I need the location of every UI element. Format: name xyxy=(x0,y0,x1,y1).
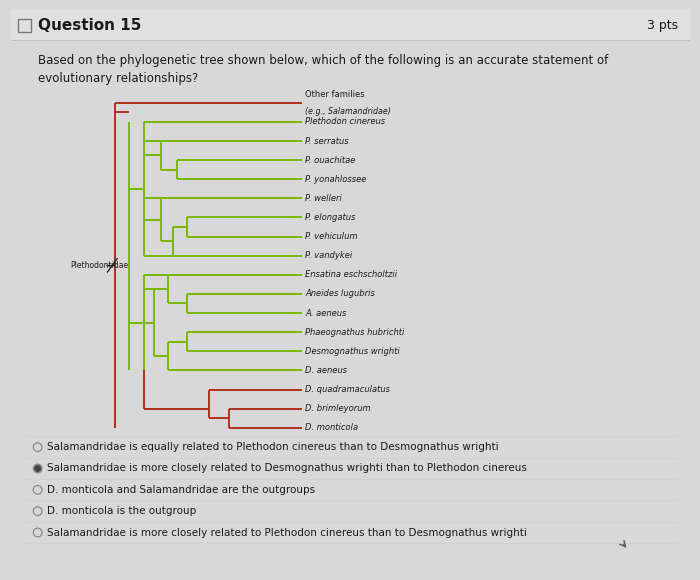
Text: Salamandridae is more closely related to Desmognathus wrighti than to Plethodon : Salamandridae is more closely related to… xyxy=(48,463,527,473)
Text: P. vehiculum: P. vehiculum xyxy=(305,232,358,241)
Text: Ensatina eschscholtzii: Ensatina eschscholtzii xyxy=(305,270,398,280)
Text: Based on the phylogenetic tree shown below, which of the following is an accurat: Based on the phylogenetic tree shown bel… xyxy=(38,55,608,85)
Text: D. monticola is the outgroup: D. monticola is the outgroup xyxy=(48,506,197,516)
Bar xyxy=(18,19,31,32)
Text: D. monticola and Salamandridae are the outgroups: D. monticola and Salamandridae are the o… xyxy=(48,485,316,495)
Text: P. welleri: P. welleri xyxy=(305,194,342,203)
Text: Plethodon cinereus: Plethodon cinereus xyxy=(305,117,386,126)
Text: 3 pts: 3 pts xyxy=(647,19,678,32)
Text: Desmognathus wrighti: Desmognathus wrighti xyxy=(305,347,400,356)
Text: P. elongatus: P. elongatus xyxy=(305,213,356,222)
Text: P. vandykei: P. vandykei xyxy=(305,251,353,260)
Text: (e.g., Salamandridae): (e.g., Salamandridae) xyxy=(305,107,391,115)
Text: D. brimleyorum: D. brimleyorum xyxy=(305,404,371,413)
Text: Phaeognathus hubrichti: Phaeognathus hubrichti xyxy=(305,328,405,336)
Text: Salamandridae is equally related to Plethodon cinereus than to Desmognathus wrig: Salamandridae is equally related to Plet… xyxy=(48,442,499,452)
Text: Salamandridae is more closely related to Plethodon cinereus than to Desmognathus: Salamandridae is more closely related to… xyxy=(48,527,527,538)
Text: P. ouachitae: P. ouachitae xyxy=(305,155,356,165)
Text: D. monticola: D. monticola xyxy=(305,423,358,432)
Text: Question 15: Question 15 xyxy=(38,18,141,32)
Text: A. aeneus: A. aeneus xyxy=(305,309,346,318)
Bar xyxy=(10,9,690,40)
Text: Aneides lugubris: Aneides lugubris xyxy=(305,289,375,299)
Text: D. aeneus: D. aeneus xyxy=(305,366,347,375)
Text: D. quadramaculatus: D. quadramaculatus xyxy=(305,385,391,394)
Text: Plethodontidae: Plethodontidae xyxy=(71,261,129,270)
Text: Other families: Other families xyxy=(305,90,365,99)
Text: P. yonahlossee: P. yonahlossee xyxy=(305,175,367,184)
Text: P. serratus: P. serratus xyxy=(305,136,349,146)
Circle shape xyxy=(35,466,41,472)
